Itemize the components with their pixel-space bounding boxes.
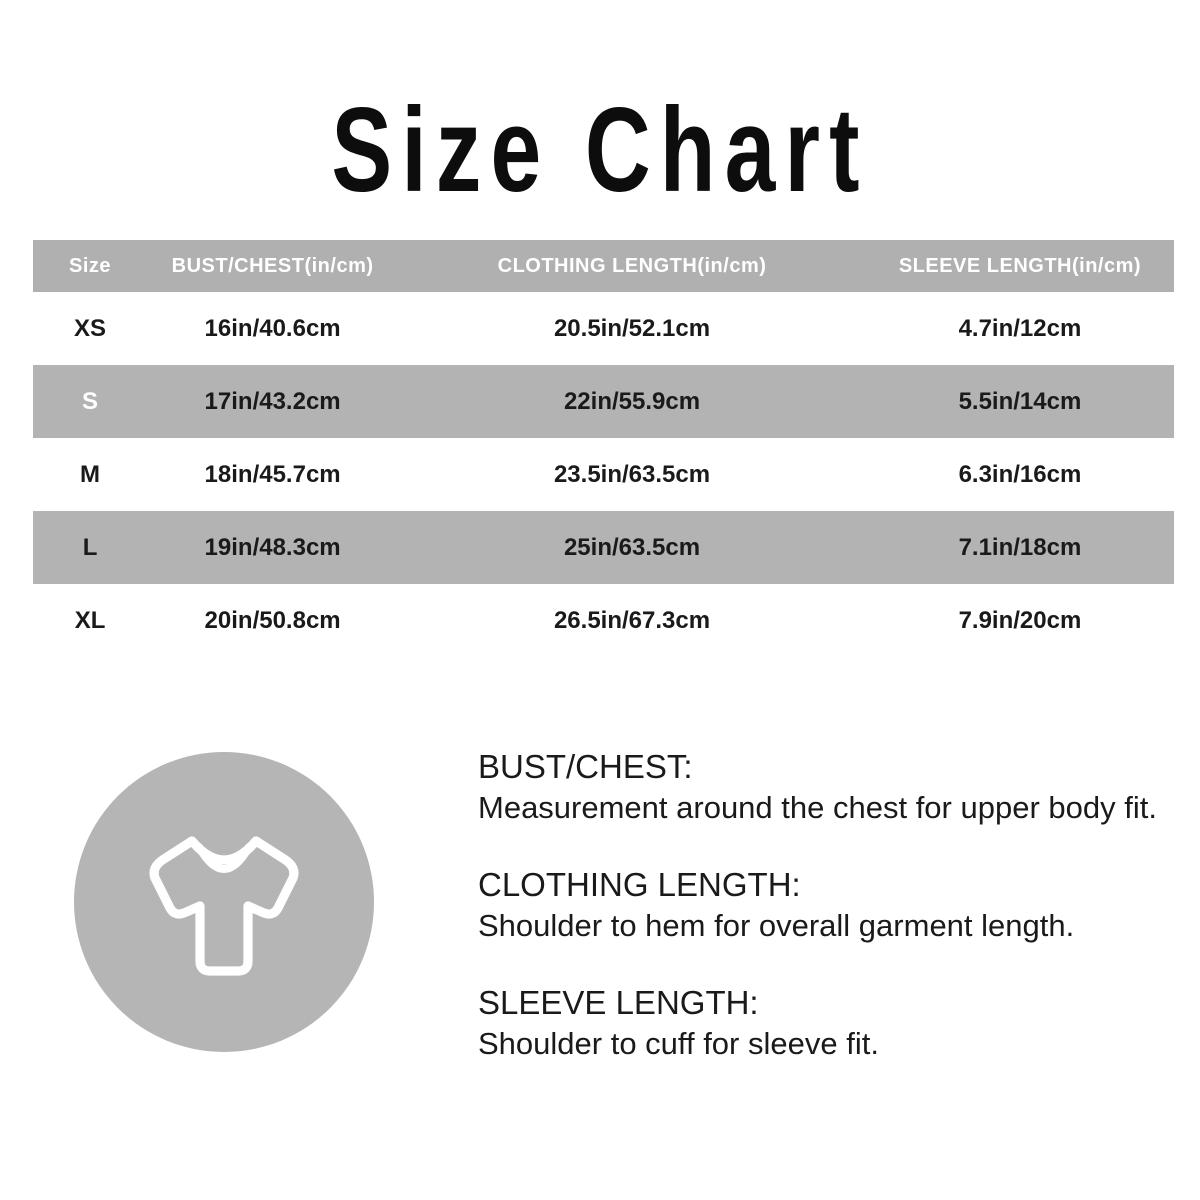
clothing-length-value: 20.5in/52.1cm xyxy=(553,314,711,342)
table-row-m: M 18in/45.7cm 23.5in/63.5cm 6.3in/16cm xyxy=(33,438,1174,511)
size-label: XL xyxy=(74,606,106,634)
page-title: Size Chart xyxy=(331,83,869,217)
bust-chest-value: 18in/45.7cm xyxy=(204,460,341,488)
legend-description: Shoulder to cuff for sleeve fit. xyxy=(478,1026,879,1061)
tshirt-icon-circle xyxy=(74,752,374,1052)
legend-description: Shoulder to hem for overall garment leng… xyxy=(478,908,1075,943)
bust-chest-value: 17in/43.2cm xyxy=(204,387,341,415)
column-header-size: Size xyxy=(69,254,112,277)
size-label: XS xyxy=(74,314,107,342)
column-header-clothing-length: CLOTHING LENGTH(in/cm) xyxy=(497,254,767,277)
size-label: L xyxy=(82,533,98,561)
legend-heading: BUST/CHEST: xyxy=(478,748,693,785)
bust-chest-value: 19in/48.3cm xyxy=(204,533,341,561)
size-label: M xyxy=(80,460,101,488)
size-table: Size BUST/CHEST(in/cm) CLOTHING LENGTH(i… xyxy=(33,240,1174,657)
column-header-bust-chest: BUST/CHEST(in/cm) xyxy=(171,254,374,277)
tshirt-icon xyxy=(149,836,299,976)
sleeve-length-value: 4.7in/12cm xyxy=(958,314,1082,342)
bust-chest-value: 20in/50.8cm xyxy=(204,606,341,634)
size-label: S xyxy=(82,387,99,415)
table-row-s: S 17in/43.2cm 22in/55.9cm 5.5in/14cm xyxy=(33,365,1174,438)
column-header-sleeve-length: SLEEVE LENGTH(in/cm) xyxy=(898,254,1142,277)
legend-item-sleeve-length: SLEEVE LENGTH: Shoulder to cuff for slee… xyxy=(478,982,1157,1064)
clothing-length-value: 25in/63.5cm xyxy=(563,533,701,561)
legend-item-bust-chest: BUST/CHEST: Measurement around the chest… xyxy=(478,746,1157,828)
measurement-legend: BUST/CHEST: Measurement around the chest… xyxy=(478,746,1157,1100)
bust-chest-value: 16in/40.6cm xyxy=(204,314,341,342)
legend-heading: CLOTHING LENGTH: xyxy=(478,866,801,903)
clothing-length-value: 26.5in/67.3cm xyxy=(553,606,711,634)
legend-item-clothing-length: CLOTHING LENGTH: Shoulder to hem for ove… xyxy=(478,864,1157,946)
legend-description: Measurement around the chest for upper b… xyxy=(478,790,1157,825)
clothing-length-value: 23.5in/63.5cm xyxy=(553,460,711,488)
table-header-row: Size BUST/CHEST(in/cm) CLOTHING LENGTH(i… xyxy=(33,240,1174,292)
sleeve-length-value: 7.1in/18cm xyxy=(958,533,1082,561)
legend-heading: SLEEVE LENGTH: xyxy=(478,984,759,1021)
table-row-l: L 19in/48.3cm 25in/63.5cm 7.1in/18cm xyxy=(33,511,1174,584)
sleeve-length-value: 6.3in/16cm xyxy=(958,460,1082,488)
clothing-length-value: 22in/55.9cm xyxy=(563,387,701,415)
table-row-xs: XS 16in/40.6cm 20.5in/52.1cm 4.7in/12cm xyxy=(33,292,1174,365)
table-row-xl: XL 20in/50.8cm 26.5in/67.3cm 7.9in/20cm xyxy=(33,584,1174,657)
sleeve-length-value: 7.9in/20cm xyxy=(958,606,1082,634)
sleeve-length-value: 5.5in/14cm xyxy=(958,387,1082,415)
